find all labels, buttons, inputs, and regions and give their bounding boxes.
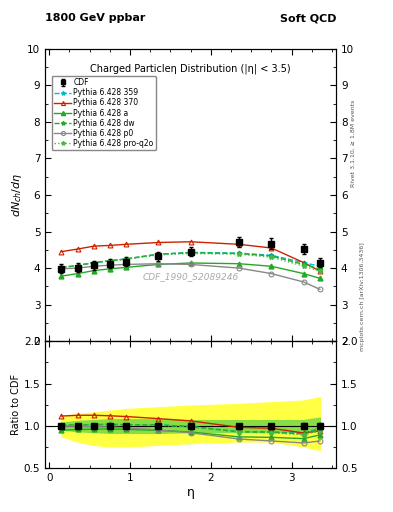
Pythia 6.428 a bbox=[318, 275, 322, 282]
Text: 1800 GeV ppbar: 1800 GeV ppbar bbox=[45, 13, 145, 23]
Pythia 6.428 359 bbox=[237, 250, 241, 256]
Pythia 6.428 p0 bbox=[156, 261, 161, 267]
Pythia 6.428 pro-q2o bbox=[59, 264, 64, 270]
Pythia 6.428 370 bbox=[124, 241, 129, 247]
Pythia 6.428 pro-q2o bbox=[124, 256, 129, 262]
Pythia 6.428 a bbox=[107, 266, 112, 272]
Pythia 6.428 359 bbox=[301, 260, 306, 266]
Pythia 6.428 359 bbox=[156, 251, 161, 257]
Pythia 6.428 dw bbox=[75, 263, 80, 269]
Pythia 6.428 dw bbox=[237, 250, 241, 257]
Pythia 6.428 a bbox=[188, 260, 193, 266]
Pythia 6.428 359 bbox=[318, 263, 322, 269]
Line: Pythia 6.428 dw: Pythia 6.428 dw bbox=[59, 250, 322, 271]
Pythia 6.428 359 bbox=[124, 256, 129, 262]
Line: Pythia 6.428 370: Pythia 6.428 370 bbox=[59, 239, 322, 273]
X-axis label: η: η bbox=[187, 486, 195, 499]
Pythia 6.428 pro-q2o bbox=[91, 260, 96, 266]
Pythia 6.428 359 bbox=[59, 265, 64, 271]
Pythia 6.428 p0 bbox=[124, 261, 129, 267]
Pythia 6.428 a bbox=[59, 273, 64, 279]
Line: Pythia 6.428 pro-q2o: Pythia 6.428 pro-q2o bbox=[59, 251, 322, 273]
Pythia 6.428 370 bbox=[156, 240, 161, 246]
Pythia 6.428 370 bbox=[269, 245, 274, 251]
Pythia 6.428 359 bbox=[75, 263, 80, 269]
Pythia 6.428 pro-q2o bbox=[188, 250, 193, 257]
Pythia 6.428 370 bbox=[188, 239, 193, 245]
Pythia 6.428 359 bbox=[188, 249, 193, 255]
Text: Charged Particleη Distribution (|η| < 3.5): Charged Particleη Distribution (|η| < 3.… bbox=[90, 63, 291, 74]
Pythia 6.428 p0 bbox=[107, 262, 112, 268]
Pythia 6.428 pro-q2o bbox=[75, 263, 80, 269]
Pythia 6.428 a bbox=[269, 263, 274, 269]
Pythia 6.428 p0 bbox=[91, 263, 96, 269]
Pythia 6.428 370 bbox=[237, 241, 241, 247]
Pythia 6.428 a bbox=[156, 261, 161, 267]
Legend: CDF, Pythia 6.428 359, Pythia 6.428 370, Pythia 6.428 a, Pythia 6.428 dw, Pythia: CDF, Pythia 6.428 359, Pythia 6.428 370,… bbox=[52, 76, 156, 151]
Pythia 6.428 a bbox=[75, 270, 80, 276]
Pythia 6.428 dw bbox=[124, 256, 129, 262]
Y-axis label: Ratio to CDF: Ratio to CDF bbox=[11, 374, 21, 435]
Pythia 6.428 359 bbox=[91, 260, 96, 266]
Line: Pythia 6.428 a: Pythia 6.428 a bbox=[59, 261, 322, 281]
Pythia 6.428 dw bbox=[156, 251, 161, 257]
Pythia 6.428 359 bbox=[107, 258, 112, 264]
Pythia 6.428 a bbox=[237, 261, 241, 267]
Pythia 6.428 pro-q2o bbox=[107, 258, 112, 264]
Pythia 6.428 p0 bbox=[188, 261, 193, 267]
Text: Rivet 3.1.10, ≥ 1.8M events: Rivet 3.1.10, ≥ 1.8M events bbox=[351, 100, 356, 187]
Pythia 6.428 dw bbox=[301, 261, 306, 267]
Pythia 6.428 370 bbox=[91, 243, 96, 249]
Text: Soft QCD: Soft QCD bbox=[279, 13, 336, 23]
Pythia 6.428 p0 bbox=[237, 265, 241, 271]
Pythia 6.428 370 bbox=[75, 246, 80, 252]
Pythia 6.428 p0 bbox=[318, 286, 322, 292]
Pythia 6.428 370 bbox=[107, 242, 112, 248]
Pythia 6.428 370 bbox=[301, 260, 306, 266]
Pythia 6.428 p0 bbox=[301, 279, 306, 285]
Line: Pythia 6.428 359: Pythia 6.428 359 bbox=[59, 250, 322, 270]
Pythia 6.428 p0 bbox=[59, 266, 64, 272]
Pythia 6.428 a bbox=[124, 264, 129, 270]
Pythia 6.428 dw bbox=[188, 250, 193, 256]
Pythia 6.428 a bbox=[91, 268, 96, 274]
Pythia 6.428 dw bbox=[59, 264, 64, 270]
Pythia 6.428 dw bbox=[269, 253, 274, 259]
Pythia 6.428 dw bbox=[318, 266, 322, 272]
Pythia 6.428 p0 bbox=[75, 265, 80, 271]
Pythia 6.428 p0 bbox=[269, 270, 274, 276]
Pythia 6.428 370 bbox=[318, 268, 322, 274]
Pythia 6.428 dw bbox=[107, 258, 112, 264]
Text: mcplots.cern.ch [arXiv:1306.3436]: mcplots.cern.ch [arXiv:1306.3436] bbox=[360, 243, 365, 351]
Pythia 6.428 pro-q2o bbox=[318, 268, 322, 274]
Pythia 6.428 359 bbox=[269, 252, 274, 259]
Pythia 6.428 pro-q2o bbox=[156, 252, 161, 258]
Line: Pythia 6.428 p0: Pythia 6.428 p0 bbox=[59, 261, 322, 292]
Pythia 6.428 pro-q2o bbox=[301, 263, 306, 269]
Pythia 6.428 pro-q2o bbox=[237, 251, 241, 257]
Pythia 6.428 a bbox=[301, 270, 306, 276]
Pythia 6.428 370 bbox=[59, 248, 64, 254]
Pythia 6.428 pro-q2o bbox=[269, 254, 274, 260]
Pythia 6.428 dw bbox=[91, 260, 96, 266]
Y-axis label: $dN_{ch}/d\eta$: $dN_{ch}/d\eta$ bbox=[11, 173, 24, 217]
Text: CDF_1990_S2089246: CDF_1990_S2089246 bbox=[143, 272, 239, 282]
